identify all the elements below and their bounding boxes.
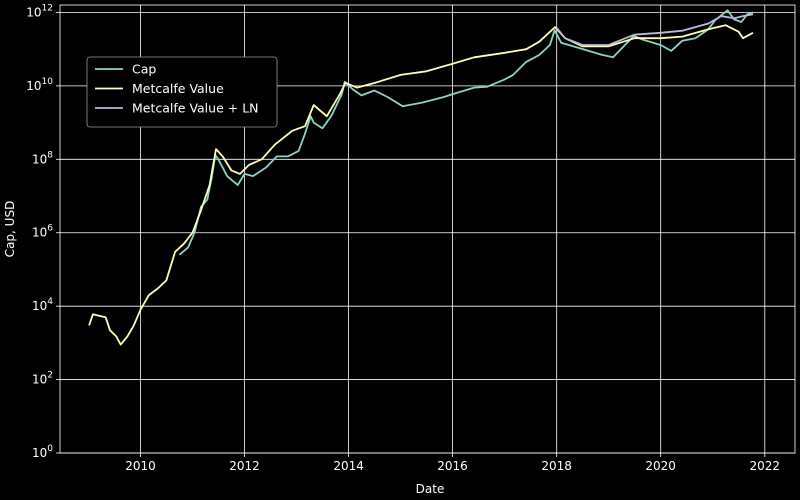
x-tick-label: 2020 xyxy=(645,459,676,473)
y-tick-label: 104 xyxy=(32,297,53,313)
y-axis: 100 102 104 106 108 1010 1012 xyxy=(26,3,60,460)
legend: Cap Metcalfe Value Metcalfe Value + LN xyxy=(86,56,278,128)
x-tick-label: 2014 xyxy=(333,459,364,473)
series-line-0 xyxy=(178,9,754,256)
plot-series xyxy=(88,9,754,346)
x-tick-label: 2010 xyxy=(125,459,156,473)
y-tick-label: 102 xyxy=(32,371,53,387)
y-tick-label: 106 xyxy=(32,224,53,240)
legend-label: Metcalfe Value + LN xyxy=(132,101,259,116)
x-tick-label: 2016 xyxy=(437,459,468,473)
x-axis-label: Date xyxy=(416,482,445,496)
x-tick-label: 2022 xyxy=(750,459,781,473)
y-tick-label: 1012 xyxy=(26,3,53,19)
x-axis: 2010 2012 2014 2016 2018 2020 2022 xyxy=(125,453,780,473)
plot-frame xyxy=(59,4,796,454)
legend-label: Metcalfe Value xyxy=(132,81,224,96)
x-tick-label: 2018 xyxy=(541,459,572,473)
series-line-2 xyxy=(556,13,754,46)
y-tick-label: 100 xyxy=(32,444,53,460)
x-tick-label: 2012 xyxy=(229,459,260,473)
y-axis-label: Cap, USD xyxy=(3,201,17,258)
series-line-1 xyxy=(88,24,754,346)
legend-box xyxy=(86,56,278,128)
y-tick-label: 1010 xyxy=(26,77,53,93)
y-tick-label: 108 xyxy=(32,150,53,166)
legend-label: Cap xyxy=(132,62,156,77)
